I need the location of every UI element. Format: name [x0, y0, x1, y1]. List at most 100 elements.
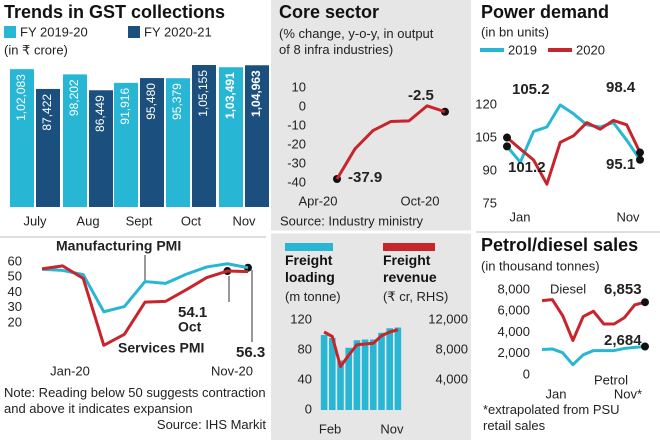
bar — [166, 78, 190, 207]
y-tick-label: 60 — [8, 253, 22, 268]
value-label: 54.1 — [178, 304, 207, 321]
bar — [361, 339, 369, 410]
legend-label: Freight loading — [285, 252, 335, 285]
chart-title: Core sector — [279, 2, 379, 22]
x-tick-label: Nov — [232, 213, 256, 228]
end-dot — [503, 133, 511, 142]
annotation: Oct — [178, 319, 202, 335]
y-tick-label: 105 — [475, 129, 497, 144]
bar — [320, 335, 328, 410]
x-tick-label: Jan — [546, 386, 567, 401]
bar — [63, 74, 87, 207]
line — [541, 344, 646, 367]
x-tick-label: Oct — [181, 213, 202, 228]
value-label: 95,480 — [144, 83, 158, 120]
line — [41, 264, 249, 347]
line — [505, 103, 642, 164]
y-tick-label: 40 — [298, 371, 312, 386]
value-label: -37.9 — [348, 169, 382, 186]
y-tick-label: 20 — [8, 314, 22, 329]
bar — [89, 90, 113, 207]
y-tick-label: 12,000 — [428, 311, 468, 326]
source: Source: Industry ministry — [280, 213, 424, 228]
value-label: 86,449 — [93, 95, 107, 132]
series-label: Petrol — [594, 372, 628, 387]
y-tick-label: 6,000 — [497, 303, 530, 318]
bar — [345, 347, 352, 410]
x-tick-label: Jan — [510, 209, 531, 224]
y-tick-label: 120 — [475, 96, 497, 111]
subtitle: (in thousand tonnes) — [481, 258, 600, 273]
chart-title: Trends in GST collections — [4, 2, 225, 22]
y-tick-label: 4,000 — [497, 324, 530, 339]
line — [335, 104, 446, 180]
x-tick-label: Feb — [319, 421, 341, 436]
x-tick-label: Oct-20 — [400, 193, 439, 208]
y-tick-label: 50 — [8, 269, 22, 284]
value-label: 1,04,963 — [249, 70, 263, 117]
value-label: 1,03,491 — [223, 72, 237, 119]
y-tick-label: 90 — [483, 162, 497, 177]
line — [323, 328, 399, 368]
x-tick-label: Sept — [126, 213, 153, 228]
value-label: 1,02,083 — [14, 74, 28, 121]
value-label: 95,379 — [170, 83, 184, 120]
y-tick-label: 75 — [483, 195, 497, 210]
bar — [219, 67, 243, 208]
legend-label: Freight revenue — [383, 252, 437, 285]
subtitle: (% change, y-o-y, in output of 8 infra i… — [279, 26, 434, 57]
y-tick-label: -40 — [287, 174, 306, 189]
legend-unit: (₹ cr, RHS) — [383, 289, 449, 304]
bar — [337, 360, 344, 410]
y-tick-label: 120 — [290, 311, 312, 326]
bar — [192, 65, 216, 207]
chart-title: Power demand — [481, 2, 609, 22]
bar — [36, 88, 60, 207]
x-tick-label: Aug — [76, 213, 99, 228]
value-label: 91,916 — [118, 88, 132, 125]
series-label: Services PMI — [118, 340, 204, 356]
subtitle: (in bn units) — [481, 24, 549, 39]
x-tick-label: Nov-20 — [211, 363, 253, 378]
x-tick-label: Apr-20 — [298, 193, 337, 208]
legend-swatch — [128, 26, 140, 38]
y-tick-label: 40 — [8, 284, 22, 299]
end-dot — [641, 342, 649, 351]
value-label: 101.2 — [508, 159, 546, 176]
end-dot — [641, 298, 649, 307]
y-tick-label: 80 — [298, 341, 312, 356]
y-tick-label: 0 — [305, 401, 312, 416]
legend-label: 2019 — [508, 42, 537, 57]
legend-label: FY 2020-21 — [144, 24, 212, 39]
value-label: 98.4 — [606, 79, 636, 96]
y-tick-label: -20 — [287, 136, 306, 151]
legend-unit: (m tonne) — [285, 289, 341, 304]
bar — [245, 65, 269, 207]
y-tick-label: 8,000 — [497, 281, 530, 296]
x-tick-label: July — [23, 213, 47, 228]
chart-title: Petrol/diesel sales — [481, 235, 638, 255]
legend-swatch — [4, 26, 16, 38]
value-label: 56.3 — [236, 344, 265, 361]
end-dot — [636, 155, 644, 164]
bar — [10, 69, 34, 207]
bar — [353, 340, 361, 410]
bar — [378, 332, 385, 410]
value-label: -2.5 — [408, 87, 434, 104]
bar — [386, 328, 393, 410]
line — [541, 298, 646, 342]
value-label: 1,05,155 — [196, 70, 210, 117]
value-label: 6,853 — [604, 281, 642, 298]
value-label: 2,684 — [604, 332, 642, 349]
value-label: 105.2 — [512, 81, 550, 98]
footnote: *extrapolated from PSU retail sales — [483, 402, 620, 433]
value-label: 98,202 — [67, 79, 81, 116]
x-tick-label: Nov — [616, 209, 640, 224]
source: Source: IHS Markit — [156, 417, 266, 432]
legend-label: 2020 — [576, 42, 605, 57]
bar — [140, 78, 164, 207]
y-tick-label: 30 — [8, 299, 22, 314]
x-tick-label: Nov — [380, 421, 404, 436]
